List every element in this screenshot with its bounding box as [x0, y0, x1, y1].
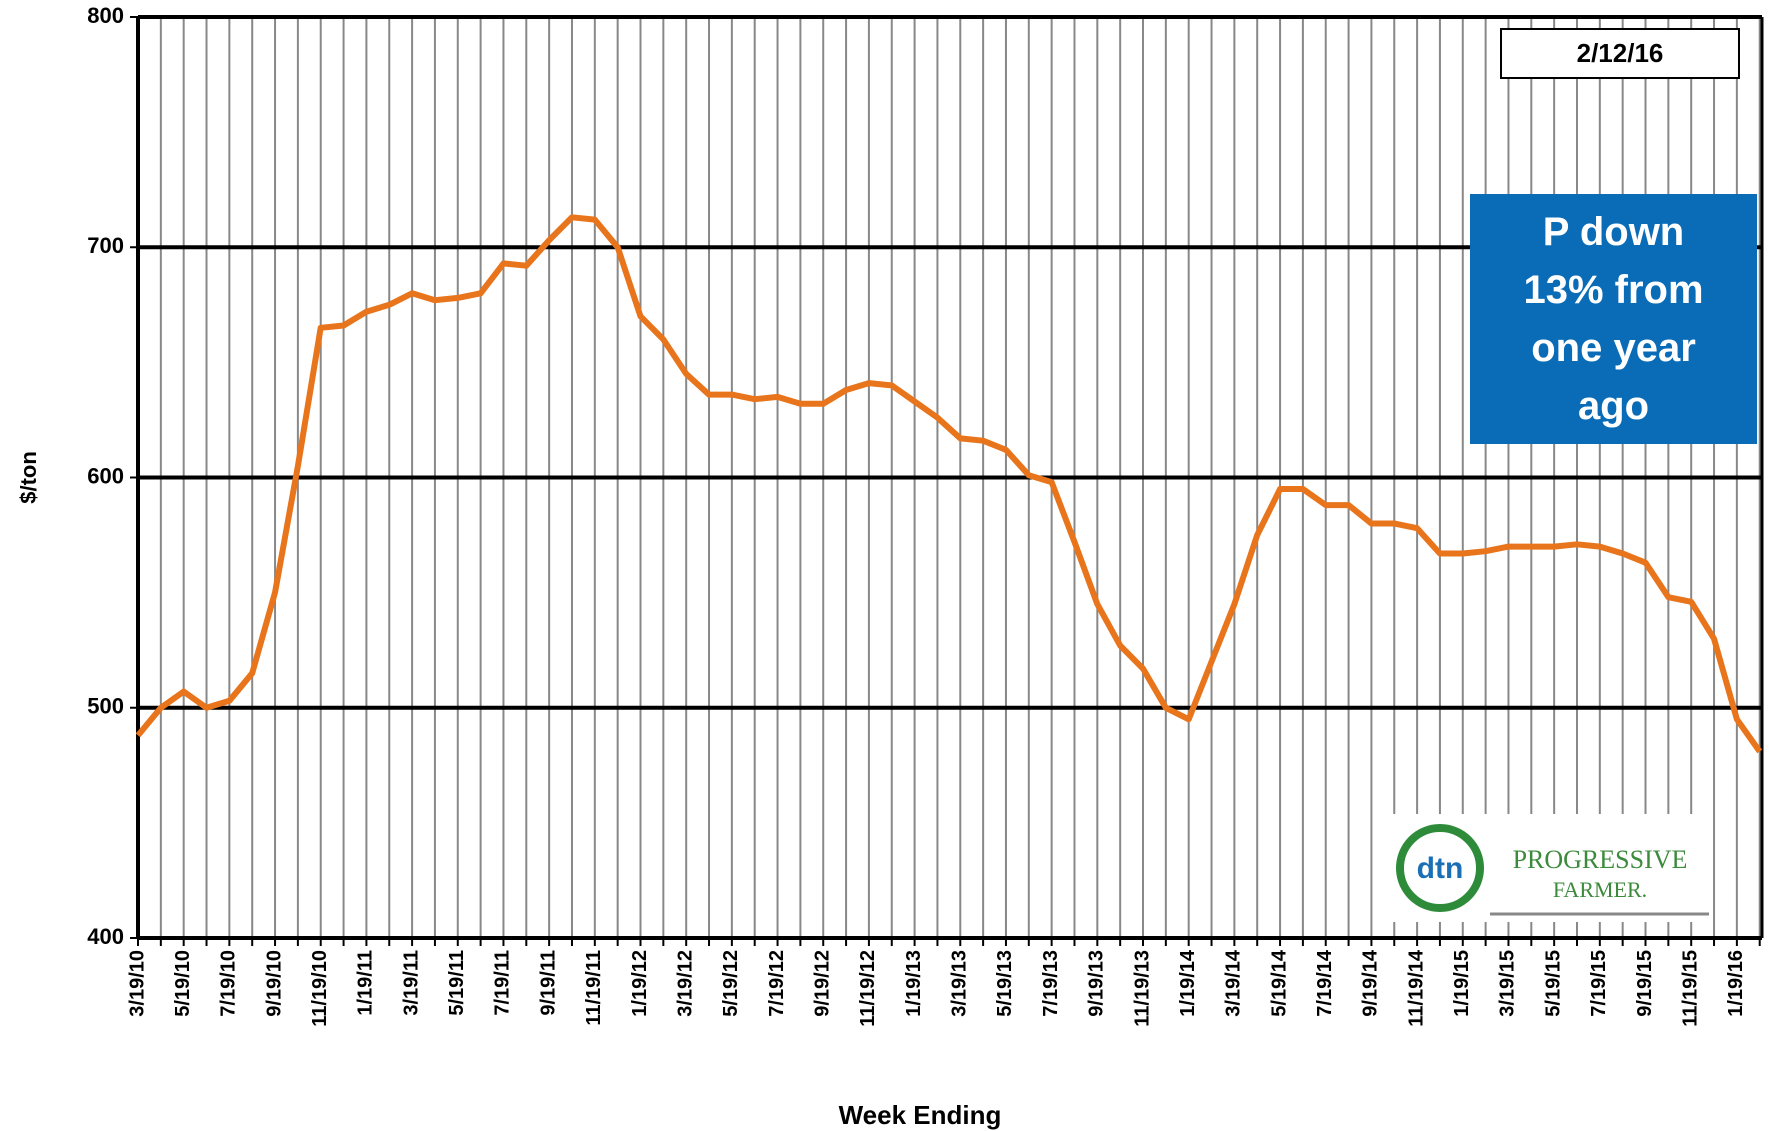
y-tick-label: 500 — [87, 694, 124, 719]
x-tick-label: 7/19/15 — [1588, 950, 1610, 1017]
x-tick-label: 7/19/10 — [218, 950, 240, 1017]
x-tick-label: 5/19/12 — [720, 950, 742, 1017]
x-tick-label: 3/19/13 — [949, 950, 971, 1017]
x-tick-label: 5/19/10 — [172, 950, 194, 1017]
annotation: P down 13% from one year ago — [1470, 194, 1757, 444]
x-axis-label: Week Ending — [839, 1100, 1002, 1130]
logo: dtn PROGRESSIVE FARMER. — [1379, 814, 1709, 922]
x-tick-label: 1/19/16 — [1725, 950, 1747, 1017]
x-tick-label: 9/19/13 — [1086, 950, 1108, 1017]
x-tick-label: 11/19/15 — [1679, 950, 1701, 1027]
x-tick-label: 1/19/12 — [629, 950, 651, 1017]
x-tick-label: 3/19/11 — [400, 950, 422, 1016]
x-tick-label: 1/19/11 — [355, 950, 377, 1016]
logo-text: dtn — [1417, 852, 1464, 885]
y-tick-label: 700 — [87, 233, 124, 258]
x-tick-label: 1/19/13 — [903, 950, 925, 1017]
y-tick-label: 600 — [87, 463, 124, 488]
x-tick-label: 7/19/11 — [492, 950, 514, 1016]
x-tick-label: 9/19/10 — [263, 950, 285, 1017]
x-tick-label: 5/19/13 — [994, 950, 1016, 1017]
x-tick-label: 3/19/12 — [674, 950, 696, 1017]
logo-text: FARMER. — [1553, 877, 1647, 902]
price-line — [135, 214, 1763, 754]
x-tick-label: 11/19/11 — [583, 950, 605, 1026]
x-tick-label: 11/19/10 — [309, 950, 331, 1027]
x-tick-label: 7/19/13 — [1040, 950, 1062, 1017]
x-tick-label: 1/19/14 — [1177, 949, 1199, 1017]
logo-ring — [1396, 824, 1484, 912]
x-tick-label: 9/19/11 — [537, 950, 559, 1016]
x-tick-label: 3/19/10 — [126, 950, 148, 1017]
x-tick-label: 7/19/12 — [766, 950, 788, 1017]
x-tick-label: 7/19/14 — [1314, 949, 1336, 1017]
x-tick-label: 3/19/14 — [1223, 949, 1245, 1017]
y-axis-label: $/ton — [16, 451, 41, 504]
x-tick-label: 9/19/15 — [1634, 950, 1656, 1017]
x-tick-label: 9/19/12 — [812, 950, 834, 1017]
y-tick-label: 400 — [87, 924, 124, 949]
logo-text: PROGRESSIVE — [1513, 845, 1688, 874]
x-tick-label: 5/19/15 — [1542, 950, 1564, 1017]
date-box: 2/12/16 — [1500, 28, 1740, 79]
x-tick-label: 3/19/15 — [1497, 950, 1519, 1017]
y-tick-label: 800 — [87, 3, 124, 28]
x-tick-label: 11/19/12 — [857, 950, 879, 1027]
x-tick-label: 1/19/15 — [1451, 950, 1473, 1017]
x-tick-label: 9/19/14 — [1360, 949, 1382, 1017]
x-tick-label: 11/19/13 — [1131, 950, 1153, 1027]
x-tick-label: 5/19/14 — [1268, 949, 1290, 1017]
x-tick-label: 5/19/11 — [446, 950, 468, 1016]
x-tick-label: 11/19/14 — [1405, 949, 1427, 1027]
